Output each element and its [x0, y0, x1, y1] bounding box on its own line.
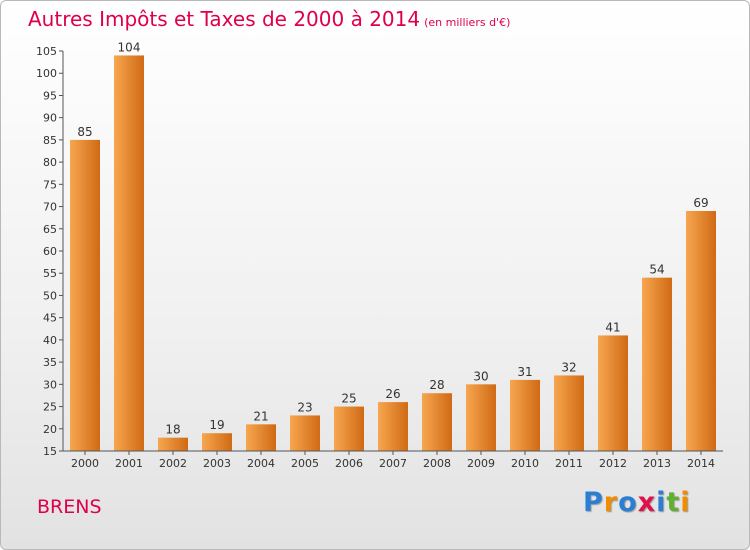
bar-value-label: 69 — [693, 196, 708, 210]
x-tick-label: 2002 — [159, 457, 187, 470]
x-axis: 2000 2001 2002 2003 2004 2005 2006 2007 2008 2009… — [63, 450, 723, 470]
bar — [290, 415, 320, 451]
y-tick-label: 90 — [43, 112, 57, 125]
bar — [202, 433, 232, 451]
y-tick-label: 25 — [43, 401, 57, 414]
x-tick-label: 2013 — [643, 457, 671, 470]
x-tick-label: 2010 — [511, 457, 539, 470]
chart-title-text: Autres Impôts et Taxes de 2000 à 2014 — [28, 7, 421, 31]
bar-value-label: 18 — [165, 423, 180, 437]
x-tick-label: 2005 — [291, 457, 319, 470]
y-tick-label: 65 — [43, 223, 57, 236]
y-tick-label: 55 — [43, 267, 57, 280]
bar — [598, 335, 628, 451]
bars: 85 104 18 19 21 23 25 26 28 30 31 32 41 54 69 — [70, 40, 716, 451]
bar — [70, 139, 100, 451]
y-tick-label: 50 — [43, 289, 57, 302]
logo-letter: t — [666, 487, 681, 518]
x-tick-label: 2012 — [599, 457, 627, 470]
y-tick-label: 20 — [43, 423, 57, 436]
bar-value-label: 23 — [297, 400, 312, 414]
x-tick-label: 2011 — [555, 457, 583, 470]
bar — [642, 277, 672, 451]
bar-value-label: 19 — [209, 418, 224, 432]
bar-value-label: 30 — [473, 369, 488, 383]
bar — [510, 379, 540, 451]
x-tick-label: 2009 — [467, 457, 495, 470]
bar-value-label: 54 — [649, 263, 664, 277]
bar-value-label: 32 — [561, 360, 576, 374]
logo-letter: i — [680, 487, 691, 518]
commune-name: BRENS — [37, 496, 102, 518]
x-tick-label: 2004 — [247, 457, 275, 470]
y-tick-label: 40 — [43, 334, 57, 347]
y-tick-label: 105 — [36, 45, 57, 58]
bar-value-label: 28 — [429, 378, 444, 392]
y-tick-label: 45 — [43, 312, 57, 325]
y-tick-label: 35 — [43, 356, 57, 369]
logo-letter: o — [618, 487, 638, 518]
chart-title: Autres Impôts et Taxes de 2000 à 2014 (en… — [28, 7, 510, 31]
y-tick-label: 95 — [43, 89, 57, 102]
y-tick-label: 100 — [36, 67, 57, 80]
x-tick-label: 2000 — [71, 457, 99, 470]
x-tick-label: 2014 — [687, 457, 715, 470]
bar — [554, 375, 584, 451]
x-tick-label: 2007 — [379, 457, 407, 470]
bar-value-label: 21 — [253, 409, 268, 423]
logo-letter: i — [656, 487, 667, 518]
bar-value-label: 104 — [118, 40, 141, 54]
bar-value-label: 26 — [385, 387, 400, 401]
logo-letter: P — [583, 487, 604, 518]
y-tick-label: 15 — [43, 445, 57, 458]
logo-letter: x — [637, 487, 657, 518]
bar — [334, 406, 364, 451]
bar-value-label: 41 — [605, 320, 620, 334]
y-tick-label: 30 — [43, 378, 57, 391]
bar-value-label: 85 — [77, 125, 92, 139]
bar — [378, 402, 408, 451]
proxiti-logo[interactable]: Proxiti — [583, 487, 691, 518]
y-tick-label: 75 — [43, 178, 57, 191]
bar — [466, 384, 496, 451]
x-tick-label: 2008 — [423, 457, 451, 470]
bar — [686, 211, 716, 451]
y-tick-label: 85 — [43, 134, 57, 147]
y-tick-label: 80 — [43, 156, 57, 169]
x-tick-label: 2006 — [335, 457, 363, 470]
y-tick-label: 60 — [43, 245, 57, 258]
bar — [114, 55, 144, 451]
logo-letter: r — [603, 487, 619, 518]
x-tick-label: 2003 — [203, 457, 231, 470]
y-tick-label: 70 — [43, 201, 57, 214]
bar-value-label: 31 — [517, 365, 532, 379]
chart-subtitle: (en milliers d'€) — [424, 16, 511, 29]
bar-value-label: 25 — [341, 392, 356, 406]
bar — [422, 393, 452, 451]
x-tick-label: 2001 — [115, 457, 143, 470]
bar — [158, 437, 188, 451]
y-axis: 15 20 25 30 35 40 45 50 55 60 65 70 75 80 85 90 95 100 105 — [36, 45, 64, 458]
bar — [246, 424, 276, 451]
